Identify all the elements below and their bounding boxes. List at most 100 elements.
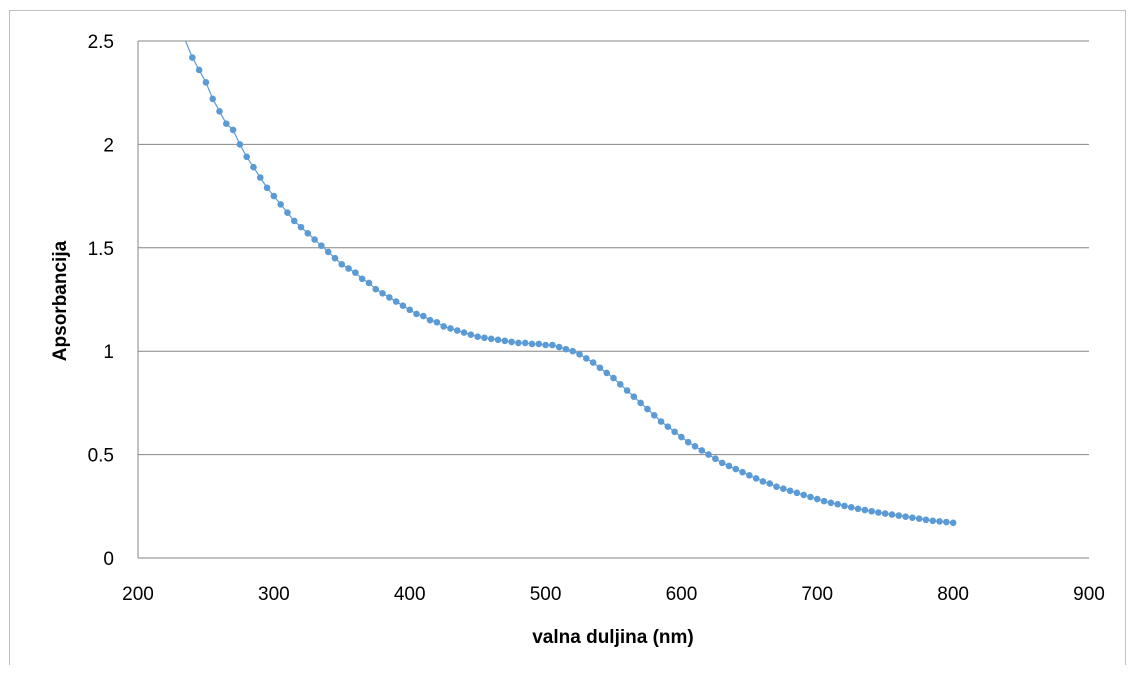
data-point	[664, 423, 672, 430]
data-point	[909, 514, 916, 521]
data-point	[392, 298, 400, 305]
x-tick-label: 600	[666, 584, 698, 605]
x-tick-label: 300	[258, 584, 290, 605]
data-point	[555, 343, 563, 351]
data-point	[324, 248, 332, 256]
data-point	[718, 459, 726, 467]
data-point	[807, 493, 814, 501]
data-point	[256, 174, 264, 181]
data-point	[936, 518, 943, 525]
data-point	[528, 340, 536, 348]
data-point	[603, 369, 611, 377]
data-point	[542, 341, 549, 349]
data-point	[780, 485, 787, 493]
series-0	[184, 41, 957, 527]
data-point	[644, 405, 651, 413]
data-point	[698, 447, 706, 454]
data-point	[365, 279, 373, 287]
data-point	[515, 339, 522, 347]
data-point	[487, 335, 495, 343]
data-point	[263, 184, 271, 192]
data-point	[318, 242, 325, 250]
data-point	[460, 329, 468, 336]
data-point	[447, 325, 454, 332]
data-point	[236, 141, 244, 148]
data-point	[521, 339, 529, 347]
data-point	[358, 275, 366, 283]
data-point	[766, 480, 774, 487]
data-point	[847, 504, 855, 511]
data-point	[596, 364, 604, 372]
data-point	[712, 455, 719, 463]
data-point	[386, 294, 393, 301]
data-point	[929, 517, 937, 525]
data-point	[223, 120, 230, 128]
data-point	[535, 340, 543, 348]
x-tick-label: 200	[122, 584, 154, 605]
data-point	[691, 443, 699, 450]
y-axis-label: Apsorbancija	[50, 240, 71, 361]
data-point	[637, 399, 644, 407]
data-point	[216, 108, 223, 115]
data-point	[453, 327, 461, 334]
data-point	[943, 518, 950, 526]
data-point	[813, 495, 821, 503]
data-point	[440, 323, 447, 330]
data-point	[189, 54, 196, 61]
gridlines	[138, 40, 1089, 456]
data-point	[576, 351, 583, 358]
data-point	[467, 331, 475, 338]
chart-border	[9, 10, 1126, 665]
data-point	[331, 254, 339, 262]
data-point	[229, 126, 237, 134]
data-point	[861, 506, 869, 514]
x-tick-label: 500	[530, 584, 562, 605]
data-point	[399, 302, 407, 310]
data-point	[827, 499, 835, 507]
data-point	[684, 438, 692, 446]
data-point	[915, 515, 923, 523]
data-point	[875, 509, 882, 516]
data-point	[678, 433, 685, 441]
data-point	[671, 428, 678, 436]
data-point	[250, 163, 257, 171]
y-tick-label: 0	[103, 549, 114, 570]
data-point	[752, 475, 760, 482]
data-point	[284, 209, 291, 216]
data-point	[474, 333, 481, 341]
y-tick-labels: 0 0.5 1 1.5 2 2.5	[88, 32, 114, 570]
data-point	[881, 510, 889, 517]
y-tick-label: 1.5	[88, 239, 114, 260]
data-point	[705, 451, 712, 458]
data-point	[888, 511, 896, 518]
data-point	[623, 387, 631, 394]
data-point	[773, 483, 780, 490]
data-point	[277, 201, 284, 208]
data-point	[902, 513, 909, 520]
y-tick-label: 0.5	[88, 446, 114, 467]
data-point	[589, 359, 597, 366]
data-point	[739, 468, 746, 476]
data-point	[616, 380, 624, 388]
data-point	[820, 497, 828, 505]
data-point	[420, 312, 427, 320]
y-tick-label: 1	[103, 342, 114, 363]
x-tick-label: 700	[801, 584, 833, 605]
data-point	[406, 306, 414, 314]
data-point	[630, 393, 638, 400]
data-point	[657, 418, 665, 425]
x-axis-label: valna duljina (nm)	[532, 627, 694, 648]
data-point	[290, 217, 298, 225]
y-tick-label: 2.5	[88, 32, 114, 53]
data-point	[922, 516, 930, 524]
data-point	[610, 374, 617, 382]
x-tick-label: 400	[394, 584, 426, 605]
y-tick-label: 2	[103, 135, 114, 156]
data-point	[297, 223, 305, 231]
data-point	[209, 95, 217, 103]
data-point	[338, 261, 346, 268]
data-point	[345, 265, 352, 272]
x-tick-label: 900	[1073, 584, 1105, 605]
